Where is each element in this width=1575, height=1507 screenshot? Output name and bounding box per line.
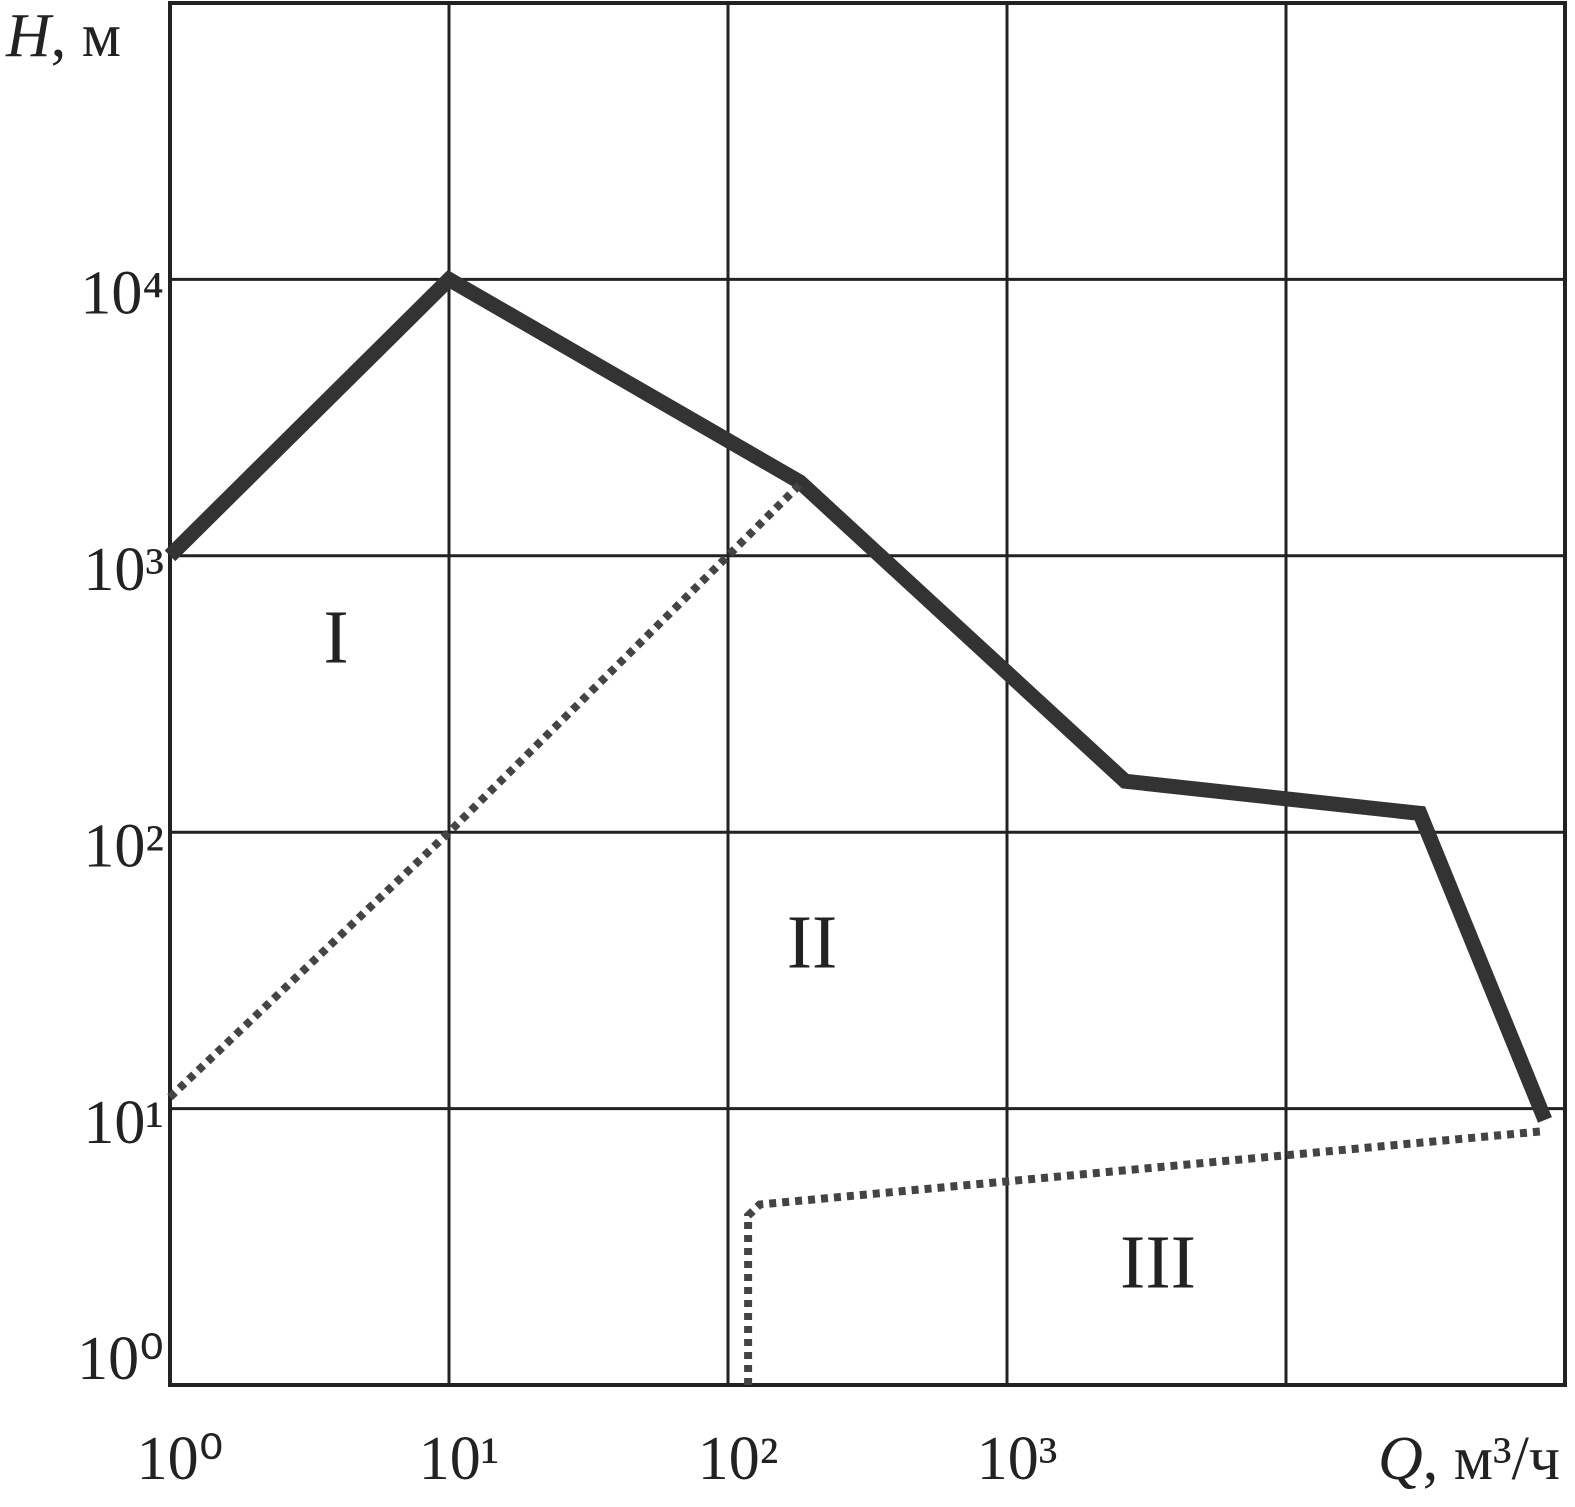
y-tick-label: 10⁴: [80, 260, 164, 328]
region-label: II: [787, 900, 838, 984]
x-tick-label: 10⁰: [137, 1425, 224, 1493]
y-tick-label: 10⁰: [77, 1325, 164, 1393]
dotted-line: [167, 482, 803, 1101]
dotted-line: [744, 1127, 1546, 1385]
y-tick-label: 10²: [83, 812, 164, 880]
region-label: I: [323, 595, 348, 679]
x-tick-label: 10¹: [419, 1425, 500, 1493]
solid-line: [164, 270, 1552, 1123]
region-label: III: [1120, 1220, 1196, 1304]
y-axis-label: H, м: [5, 2, 121, 70]
x-tick-label: 10²: [698, 1425, 779, 1493]
plot-frame: [168, 1, 1567, 1387]
x-tick-label: 10³: [977, 1425, 1058, 1493]
y-tick-label: 10¹: [83, 1089, 164, 1157]
x-axis-label: Q, м³/ч: [1378, 1425, 1560, 1493]
y-tick-label: 10³: [83, 536, 164, 604]
